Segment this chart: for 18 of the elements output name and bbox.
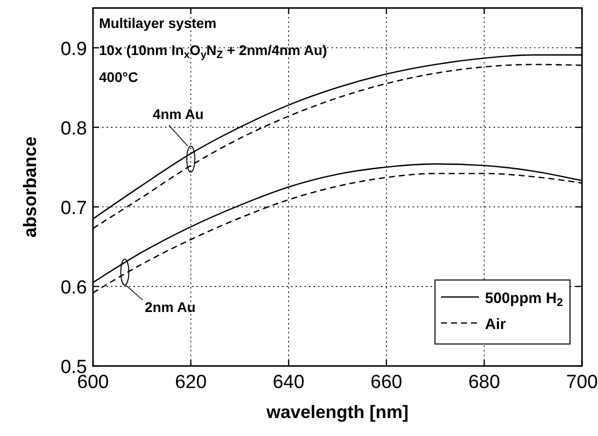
legend-label: Air [485,316,506,333]
x-tick-label: 700 [566,372,598,393]
annotation: 4nm Au [152,106,204,122]
x-tick-label: 660 [370,372,402,393]
x-axis-title: wavelength [nm] [265,402,409,422]
y-tick-label: 0.7 [60,198,87,219]
x-tick-label: 640 [272,372,304,393]
legend-label: 500ppm H$_{2}$ [485,290,563,309]
y-tick-label: 0.6 [60,277,87,298]
y-tick-label: 0.9 [60,38,87,60]
x-tick-label: 680 [468,372,500,393]
annotation: Multilayer system [99,15,216,31]
y-axis-title: absorbance [20,136,40,238]
annotation: 400°C [99,69,138,85]
annotation: 10x (10nm In$_{x}$O$_{y}$N$_{Z}$ + 2nm/4nm Au) [99,42,328,61]
y-tick-label: 0.8 [60,118,87,140]
x-tick-label: 620 [174,372,207,393]
annotation: 2nm Au [144,299,196,316]
